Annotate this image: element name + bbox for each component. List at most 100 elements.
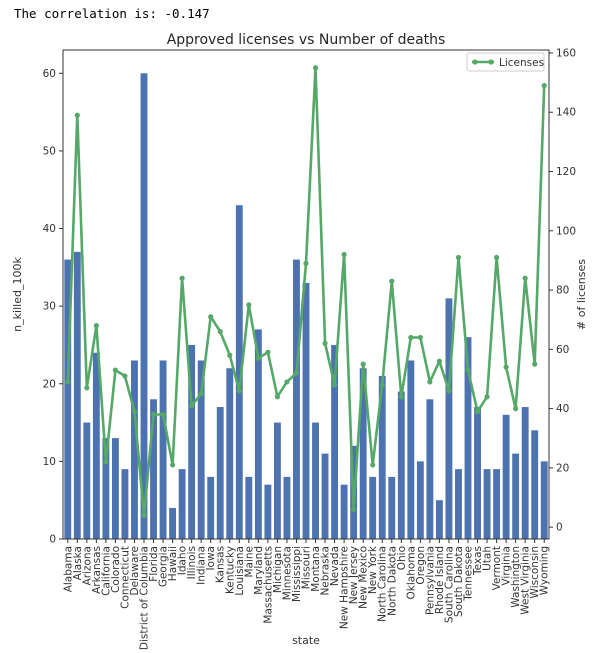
line-point	[217, 328, 223, 335]
bar	[121, 469, 129, 539]
x-tick-label: Louisiana	[234, 546, 246, 596]
line-point	[84, 385, 90, 391]
x-tick-label: Michigan	[272, 546, 284, 593]
licenses-markers	[65, 65, 547, 518]
bar	[359, 368, 367, 539]
x-tick-label: South Carolina	[443, 546, 455, 623]
line-point	[169, 462, 176, 468]
x-tick-label: Indiana	[196, 546, 208, 585]
x-tick-label: Kentucky	[224, 546, 236, 594]
line-point	[189, 403, 195, 409]
legend-marker	[472, 59, 478, 65]
bar	[426, 399, 434, 539]
bar	[474, 407, 481, 539]
line-point	[103, 459, 109, 465]
x-tick-label: Utah	[482, 546, 494, 571]
x-tick-label: Florida	[148, 546, 160, 582]
x-tick-label: New York	[367, 545, 379, 594]
line-point	[465, 367, 471, 373]
bar	[435, 500, 443, 539]
line-point	[446, 388, 452, 394]
line-point	[227, 352, 233, 358]
line-point	[493, 254, 500, 261]
x-tick-label: Tennessee	[463, 546, 475, 602]
bar	[178, 469, 186, 539]
x-tick-label: Iowa	[205, 546, 217, 571]
bar	[254, 329, 262, 539]
line-point	[484, 394, 490, 400]
bar	[159, 360, 167, 539]
y-tick-label: 30	[43, 301, 56, 313]
line-point	[265, 349, 271, 355]
line-point	[198, 391, 204, 397]
y-tick-label: 40	[43, 223, 56, 235]
left-axis-ticks: 0 10 20 30 40 50 60	[43, 68, 63, 546]
x-tick-label: Arkansas	[91, 546, 103, 594]
bar	[369, 476, 377, 539]
line-point	[532, 361, 538, 367]
x-tick-label: Connecticut	[119, 546, 131, 609]
x-tick-label: Pennsylvania	[424, 546, 436, 615]
line-point	[65, 379, 71, 385]
line-point	[208, 314, 214, 320]
bar	[64, 259, 72, 539]
line-point	[417, 334, 423, 341]
x-tick-label: Texas	[472, 546, 484, 576]
bar	[245, 476, 253, 539]
line-point	[141, 512, 147, 518]
line-point	[503, 364, 509, 370]
bar	[464, 337, 472, 539]
x-tick-label: Minnesota	[281, 546, 293, 600]
line-point	[255, 355, 261, 361]
bar	[388, 476, 396, 539]
y2-tick-label: 20	[556, 462, 569, 474]
x-tick-label: Oregon	[415, 546, 427, 585]
x-tick-label: Missouri	[301, 546, 313, 589]
x-tick-label: New Hampshire	[339, 546, 351, 629]
bar	[273, 422, 281, 539]
line-point	[474, 408, 481, 415]
x-tick-label: Virginia	[501, 546, 513, 586]
bar	[521, 407, 529, 539]
line-point	[379, 382, 385, 388]
x-tick-label: Nebraska	[320, 546, 332, 596]
chart-title: Approved licenses vs Number of deaths	[167, 32, 446, 48]
x-tick-label: Arizona	[81, 546, 93, 585]
line-point	[341, 251, 347, 258]
x-tick-label: South Dakota	[453, 546, 465, 617]
bar	[502, 414, 510, 539]
y-tick-label: 60	[43, 68, 56, 80]
line-point	[360, 361, 366, 367]
line-point	[370, 462, 376, 468]
y2-tick-label: 40	[556, 403, 569, 415]
bar	[378, 376, 386, 539]
y2-tick-label: 160	[556, 47, 576, 59]
x-axis-label: state	[292, 634, 320, 647]
line-point	[312, 65, 319, 71]
line-point	[408, 334, 414, 341]
x-tick-label: Mississippi	[291, 546, 303, 602]
bar-series	[64, 73, 548, 540]
line-point	[236, 388, 242, 394]
line-point	[398, 394, 404, 400]
bar	[340, 484, 348, 539]
line-point	[427, 379, 433, 385]
x-tick-label: Idaho	[177, 546, 189, 575]
y-axis-label: n_killed_100k	[11, 257, 24, 332]
correlation-output-text: The correlation is: -0.147	[14, 6, 210, 21]
line-point	[150, 411, 157, 418]
bar	[188, 344, 196, 539]
y-tick-label: 10	[43, 456, 56, 468]
y2-axis-label: # of licenses	[575, 259, 588, 330]
legend: Licenses	[466, 52, 545, 72]
legend-box	[466, 52, 545, 72]
line-point	[436, 358, 443, 364]
bar	[131, 360, 138, 539]
bar	[483, 469, 491, 539]
x-tick-label: Wyoming	[539, 546, 551, 595]
bar	[226, 368, 234, 539]
bar	[169, 507, 177, 539]
x-tick-label: Vermont	[491, 546, 503, 590]
